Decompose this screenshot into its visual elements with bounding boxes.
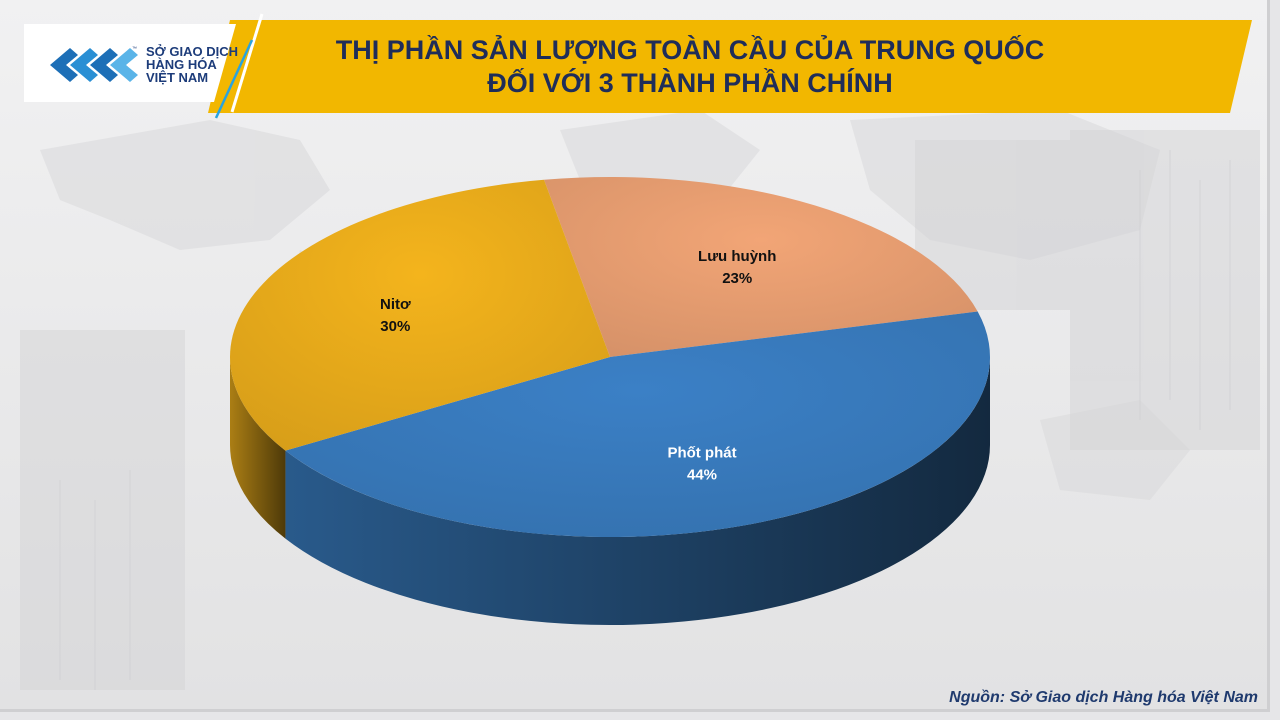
title-banner-background bbox=[208, 20, 1252, 113]
logo-line-1: SỞ GIAO DỊCH bbox=[146, 44, 238, 59]
pie-value-luu-huynh: 23% bbox=[722, 270, 752, 287]
chart-title-line-1: THỊ PHẦN SẢN LƯỢNG TOÀN CẦU CỦA TRUNG QU… bbox=[335, 35, 1045, 65]
logo-text: SỞ GIAO DỊCH HÀNG HÓA VIỆT NAM bbox=[146, 45, 238, 84]
pie-slice-phot-phat bbox=[285, 311, 990, 537]
pie-value-nito: 30% bbox=[380, 318, 410, 335]
logo-line-2: HÀNG HÓA bbox=[146, 57, 217, 72]
pie-sides bbox=[230, 357, 991, 626]
pie-label-nito: Nitơ bbox=[380, 296, 411, 313]
logo-panel bbox=[24, 24, 236, 102]
chart-title: THỊ PHẦN SẢN LƯỢNG TOÀN CẦU CỦA TRUNG QU… bbox=[290, 34, 1090, 100]
pie-side-nito bbox=[230, 357, 286, 539]
logo-line-3: VIỆT NAM bbox=[146, 70, 209, 85]
pie-slices bbox=[230, 176, 990, 537]
exchange-logo-icon bbox=[50, 48, 138, 82]
pie-labels: Lưu huỳnh 23% Phốt phát 44% Nitơ 30% bbox=[380, 248, 776, 484]
source-note: Nguồn: Sở Giao dịch Hàng hóa Việt Nam bbox=[949, 689, 1258, 706]
pie-slice-luu-huynh bbox=[544, 176, 978, 357]
chart-title-line-2: ĐỐI VỚI 3 THÀNH PHẦN CHÍNH bbox=[487, 68, 893, 98]
pie-slice-nito bbox=[230, 179, 611, 451]
pie-value-phot-phat: 44% bbox=[687, 467, 717, 484]
pie-label-luu-huynh: Lưu huỳnh bbox=[698, 248, 776, 265]
pie-label-phot-phat: Phốt phát bbox=[667, 445, 736, 462]
trademark-mark: ™ bbox=[132, 46, 137, 52]
pie-side-phot-phat bbox=[285, 357, 991, 626]
header-banner bbox=[24, 13, 1252, 119]
